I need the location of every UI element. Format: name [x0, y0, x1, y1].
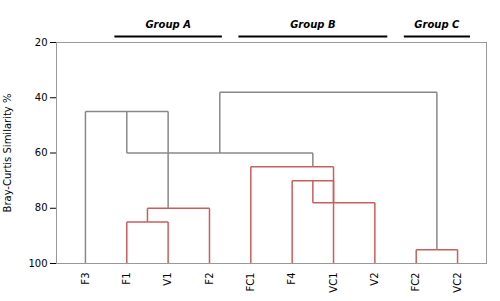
svg-text:Group B: Group B: [290, 19, 335, 30]
svg-text:Bray-Curtis Similarity %: Bray-Curtis Similarity %: [2, 94, 13, 213]
svg-text:100: 100: [28, 258, 47, 269]
svg-text:Group C: Group C: [414, 19, 460, 30]
svg-text:FC2: FC2: [410, 273, 421, 292]
svg-text:V1: V1: [162, 273, 173, 286]
svg-text:VC2: VC2: [452, 273, 463, 293]
svg-text:F4: F4: [286, 273, 297, 285]
svg-text:80: 80: [35, 202, 48, 213]
svg-text:20: 20: [35, 37, 48, 48]
svg-text:60: 60: [35, 147, 48, 158]
svg-text:F1: F1: [121, 273, 132, 285]
svg-text:V2: V2: [369, 273, 380, 286]
svg-text:F2: F2: [204, 273, 215, 285]
svg-text:VC1: VC1: [328, 273, 339, 293]
svg-text:40: 40: [35, 92, 48, 103]
svg-text:F3: F3: [80, 273, 91, 285]
svg-text:FC1: FC1: [245, 273, 256, 292]
svg-text:Group A: Group A: [145, 19, 191, 30]
